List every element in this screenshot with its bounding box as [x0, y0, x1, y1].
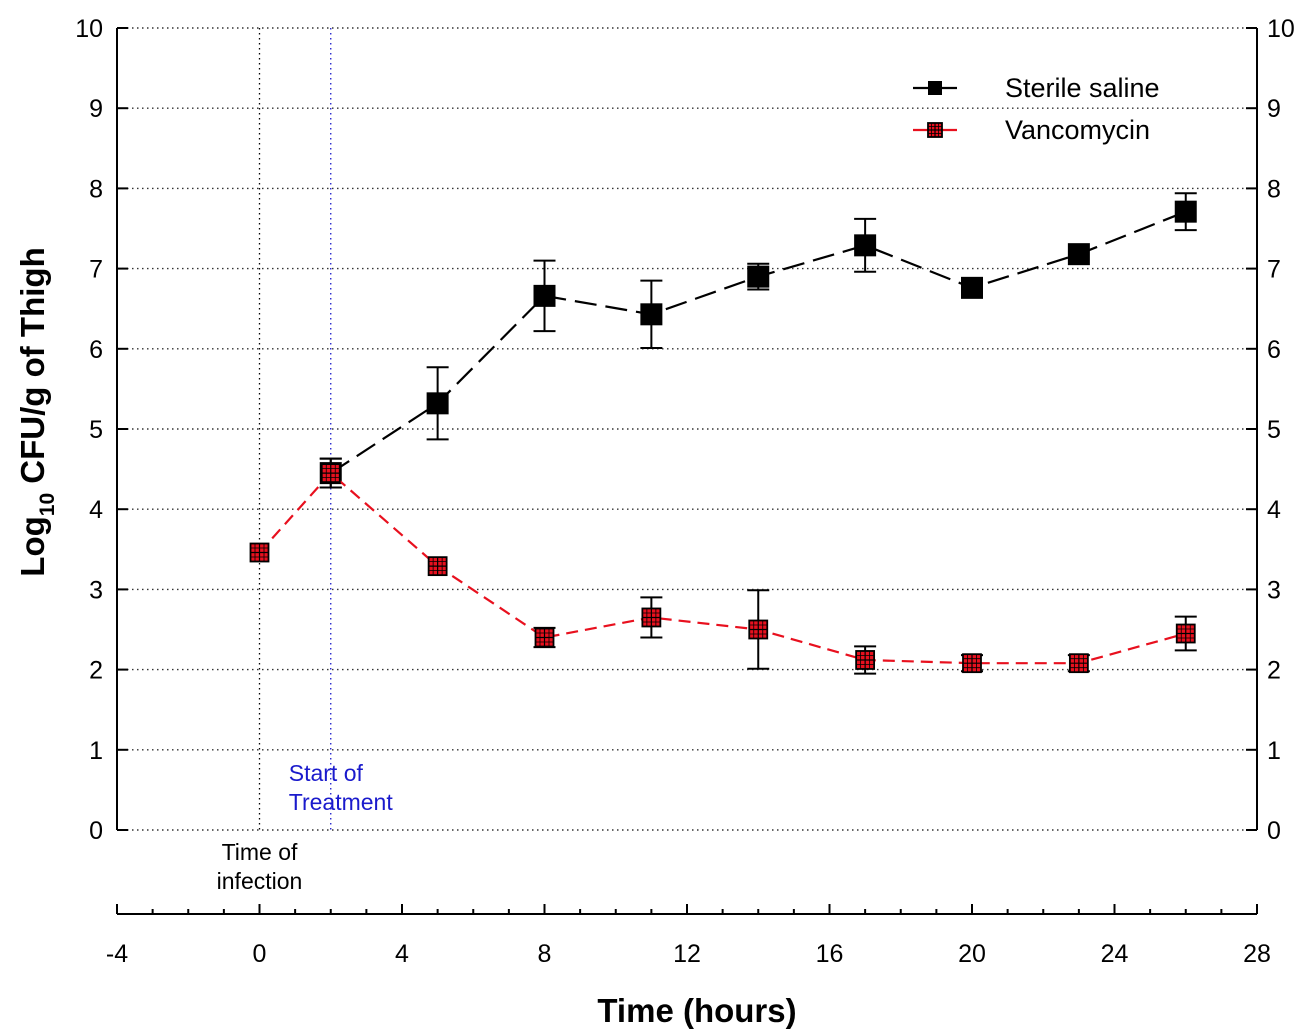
data-point-marker: [962, 653, 982, 674]
legend-label: Sterile saline: [1005, 73, 1160, 103]
y-tick-label-left: 0: [89, 817, 103, 845]
data-point-marker: [854, 234, 877, 257]
y-tick-label-left: 7: [89, 256, 103, 284]
y-tick-label-right: 2: [1267, 657, 1281, 685]
marker-square: [961, 276, 983, 299]
annotations: Time of infection Start of Treatment: [217, 28, 394, 894]
data-point-marker: [427, 556, 448, 577]
marker-square: [426, 392, 449, 415]
data-point-marker: [1175, 623, 1196, 644]
annotation-text-treatment: Start of Treatment: [289, 760, 394, 815]
x-tick-label: 24: [1101, 940, 1129, 968]
y-tick-label-right: 4: [1267, 496, 1281, 524]
data-point-marker: [855, 650, 876, 670]
data-point-marker: [426, 392, 449, 415]
y-axis-title-rest: CFU/g of Thigh: [14, 247, 51, 493]
legend-item-sterile-saline: Sterile saline: [913, 73, 1160, 103]
data-point-marker: [533, 284, 556, 307]
data-point-marker: [1174, 200, 1197, 223]
data-point-marker: [640, 303, 663, 326]
x-tick-label: 16: [816, 940, 844, 968]
annotation-line-text: Start of: [289, 760, 364, 786]
gridlines: [117, 107, 1257, 751]
annotation-line-text: Treatment: [289, 789, 394, 815]
data-point-marker: [747, 265, 770, 288]
x-tick-label: 8: [538, 940, 552, 968]
y-tick-label-left: 2: [89, 657, 103, 685]
y-tick-label-right: 6: [1267, 336, 1281, 364]
y-axis-title: Log10 CFU/g of Thigh: [14, 247, 59, 576]
annotation-line-text: infection: [217, 868, 303, 894]
y-axis-title-subscript: 10: [36, 493, 59, 516]
y-tick-label-right: 5: [1267, 416, 1281, 444]
y-tick-label-left: 10: [75, 15, 103, 43]
y-tick-label-left: 1: [89, 737, 103, 765]
x-tick-label: 12: [673, 940, 701, 968]
legend-label: Vancomycin: [1005, 115, 1150, 145]
legend: Sterile saline Vancomycin: [913, 73, 1160, 145]
data-point-marker: [320, 463, 341, 484]
x-tick-label: 28: [1243, 940, 1271, 968]
marker-square: [1067, 243, 1090, 266]
legend-item-vancomycin: Vancomycin: [913, 115, 1150, 145]
series-layer: [249, 192, 1197, 675]
y-tick-label-right: 0: [1267, 817, 1281, 845]
y-tick-label-right: 1: [1267, 737, 1281, 765]
y-tick-label-right: 7: [1267, 256, 1281, 284]
annotation-line-text: Time of: [222, 839, 298, 865]
data-point-marker: [927, 122, 943, 138]
data-point-marker: [249, 542, 270, 563]
y-tick-label-left: 6: [89, 336, 103, 364]
x-axis: -4 0 4 8 12 16 20 24 28: [106, 904, 1271, 968]
data-point-marker: [1067, 243, 1090, 266]
y-tick-label-left: 3: [89, 576, 103, 604]
marker-square: [1174, 200, 1197, 223]
x-tick-label: 4: [395, 940, 409, 968]
data-point-marker: [928, 81, 942, 95]
y-tick-label-right: 9: [1267, 95, 1281, 123]
series-sterile-saline: [319, 192, 1197, 489]
series-line: [258, 471, 1187, 665]
data-point-marker: [534, 627, 555, 648]
y-tick-label-left: 4: [89, 496, 103, 524]
y-axis-title-main: Log: [14, 516, 51, 576]
y-tick-label-left: 5: [89, 416, 103, 444]
series-vancomycin: [249, 457, 1197, 675]
series-line: [330, 210, 1187, 475]
data-point-marker: [1068, 653, 1089, 674]
marker-square: [928, 81, 942, 95]
annotation-text-infection: Time of infection: [217, 839, 303, 894]
y-tick-label-left: 8: [89, 175, 103, 203]
y-tick-label-right: 3: [1267, 576, 1281, 604]
x-tick-label: -4: [106, 940, 128, 968]
data-point-marker: [748, 619, 769, 640]
y-tick-label-right: 10: [1267, 15, 1295, 43]
x-axis-title: Time (hours): [597, 992, 796, 1029]
marker-square: [854, 234, 877, 257]
x-tick-label: 0: [253, 940, 267, 968]
data-point-marker: [961, 276, 983, 299]
x-tick-label: 20: [958, 940, 986, 968]
y-tick-label-left: 9: [89, 95, 103, 123]
y-axis-ticks: 0 0 1 1 2 2 3 3 4 4 5 5 6 6 7 7 8 8 9 9 10 10: [75, 15, 1295, 845]
marker-square: [640, 303, 663, 326]
data-point-marker: [641, 607, 662, 628]
marker-square: [747, 265, 770, 288]
y-tick-label-right: 8: [1267, 175, 1281, 203]
marker-square: [533, 284, 556, 307]
